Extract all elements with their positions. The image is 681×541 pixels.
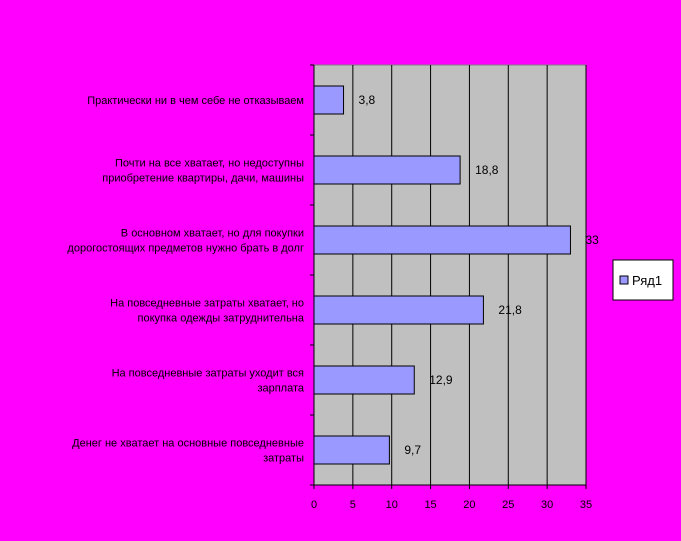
category-label-line: На повседневные затраты уходит вся — [112, 368, 304, 380]
x-tick-label: 20 — [463, 499, 475, 511]
bar — [313, 225, 571, 255]
x-axis: 0 5 10 15 20 25 30 35 — [310, 64, 592, 511]
x-tick-label: 30 — [541, 499, 553, 511]
bar — [313, 365, 415, 395]
category-label-line: дорогостоящих предметов нужно брать в до… — [67, 243, 304, 255]
category-label-line: Денег не хватает на основные повседневны… — [72, 438, 304, 450]
bar — [313, 155, 461, 185]
data-label: 33 — [585, 233, 599, 247]
category-label-line: зарплата — [257, 383, 304, 395]
category-label-line: Почти на все хватает, но недоступны — [115, 158, 304, 170]
category-label-line: затраты — [263, 453, 304, 465]
category-labels: Практически ни в чем себе не отказываем П… — [67, 95, 304, 465]
category-label-line: На повседневные затраты хватает, но — [110, 298, 304, 310]
category-label: Денег не хватает на основные повседневны… — [72, 438, 304, 465]
category-label: На повседневные затраты уходит вся зарпла… — [112, 368, 305, 395]
category-label: На повседневные затраты хватает, но покуп… — [110, 298, 305, 325]
value-labels: 3,8 18,8 33 21,8 12,9 9,7 — [359, 93, 600, 457]
legend-swatch — [619, 275, 629, 285]
x-tick-label: 25 — [502, 499, 514, 511]
bar — [313, 85, 345, 115]
x-tick-label: 10 — [386, 499, 398, 511]
category-label: Практически ни в чем себе не отказываем — [87, 95, 304, 107]
category-label-line: Практически ни в чем себе не отказываем — [87, 95, 304, 107]
category-label: В основном хватает, но для покупки дорого… — [67, 228, 304, 255]
data-label: 12,9 — [429, 373, 453, 387]
x-tick-label: 35 — [580, 499, 592, 511]
gridlines — [352, 65, 587, 485]
data-label: 18,8 — [475, 163, 499, 177]
data-label: 3,8 — [359, 93, 376, 107]
plot-area — [313, 64, 587, 486]
category-label-line: В основном хватает, но для покупки — [121, 228, 304, 240]
category-label: Почти на все хватает, но недоступны приоб… — [102, 158, 304, 185]
data-label: 21,8 — [498, 303, 522, 317]
category-label-line: покупка одежды затруднительна — [138, 313, 305, 325]
x-tick-label: 5 — [350, 499, 356, 511]
legend: Ряд1 — [612, 259, 674, 301]
x-tick-label: 15 — [424, 499, 436, 511]
category-label-line: приобретение квартиры, дачи, машины — [102, 173, 304, 185]
bars — [313, 85, 571, 465]
x-tick-label: 0 — [311, 499, 317, 511]
bar — [313, 435, 390, 465]
bar — [313, 295, 484, 325]
legend-label: Ряд1 — [632, 273, 662, 288]
data-label: 9,7 — [404, 443, 421, 457]
